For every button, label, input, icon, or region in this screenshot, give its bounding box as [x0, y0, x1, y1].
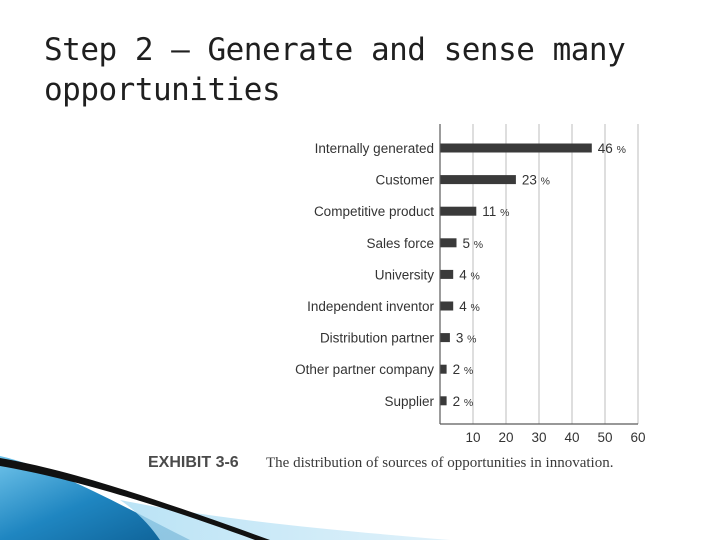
bars	[440, 143, 592, 406]
category-label: Independent inventor	[307, 299, 434, 314]
value-label: 46 %	[598, 141, 626, 156]
value-label: 4 %	[459, 299, 480, 314]
bar	[440, 143, 592, 153]
bar	[440, 333, 450, 343]
x-tick-labels: 10 20 30 40 50 60	[465, 430, 645, 445]
category-labels: Internally generated Customer Competitive …	[295, 141, 434, 409]
exhibit-label: EXHIBIT 3-6	[148, 454, 239, 471]
bar	[440, 238, 457, 248]
category-label: Competitive product	[314, 204, 434, 219]
slide-title: Step 2 – Generate and sense many opportu…	[44, 32, 626, 108]
swoosh-light-band	[120, 500, 450, 540]
value-label: 3 %	[456, 331, 477, 346]
x-tick-label: 30	[531, 430, 546, 445]
x-tick-label: 20	[498, 430, 513, 445]
bar	[440, 269, 454, 279]
x-tick-label: 40	[564, 430, 579, 445]
value-label: 2 %	[453, 394, 474, 409]
category-label: Internally generated	[315, 141, 434, 156]
category-label: Sales force	[366, 236, 434, 251]
category-label: Other partner company	[295, 362, 434, 377]
category-label: University	[375, 267, 435, 282]
value-label: 23 %	[522, 173, 550, 188]
category-label: Customer	[375, 173, 434, 188]
bar	[440, 301, 454, 311]
bar	[440, 206, 477, 216]
value-label: 4 %	[459, 267, 480, 282]
x-tick-label: 50	[597, 430, 612, 445]
value-labels: 46 % 23 % 11 % 5 % 4 % 4 % 3 % 2 % 2 %	[453, 141, 626, 409]
category-label: Distribution partner	[320, 331, 435, 346]
category-label: Supplier	[384, 394, 434, 409]
value-label: 11 %	[482, 204, 509, 219]
value-label: 2 %	[453, 362, 474, 377]
swoosh-dark-stroke	[0, 458, 270, 540]
bar	[440, 364, 447, 374]
bar	[440, 396, 447, 406]
x-tick-label: 10	[465, 430, 480, 445]
bar	[440, 175, 516, 185]
gridlines	[472, 124, 639, 424]
value-label: 5 %	[463, 236, 484, 251]
x-tick-label: 60	[630, 430, 645, 445]
exhibit-caption: The distribution of sources of opportuni…	[266, 455, 614, 471]
swoosh-blue-wedge	[0, 456, 190, 540]
